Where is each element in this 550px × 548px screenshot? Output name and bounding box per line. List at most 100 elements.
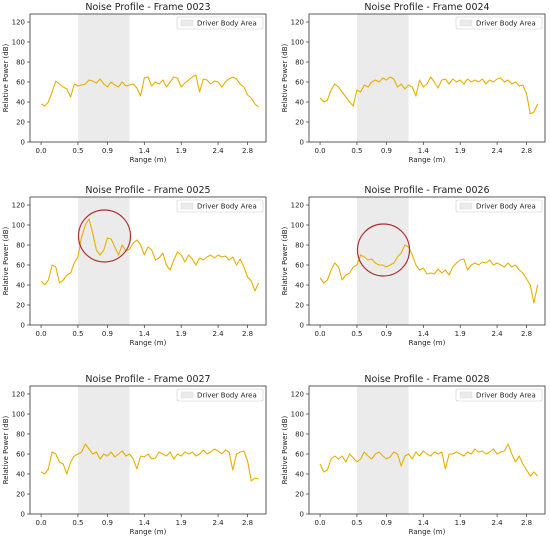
y-axis-label: Relative Power (dB) [2, 43, 10, 112]
series-line [319, 443, 539, 477]
chart-title: Noise Profile - Frame 0028 [364, 374, 489, 385]
series-line [40, 74, 259, 108]
y-tick-label: 40 [16, 470, 25, 478]
y-tick-label: 20 [16, 301, 25, 309]
x-tick-label: 0.9 [102, 147, 113, 155]
x-tick-label: 1.9 [176, 330, 187, 338]
y-tick-label: 100 [291, 38, 304, 46]
axes-frame [308, 13, 546, 143]
y-axis-label: Relative Power (dB) [281, 43, 289, 112]
subplot-3: Noise Profile - Frame 0025 0 20 40 60 80 100 12… [2, 185, 267, 347]
x-tick-label: 2.8 [521, 147, 532, 155]
legend-label: Driver Body Area [197, 203, 257, 211]
axes-frame [308, 196, 546, 326]
legend-box [455, 199, 543, 213]
y-tick-label: 20 [295, 118, 304, 126]
y-tick-label: 0 [300, 321, 304, 329]
x-axis-label: Range (m) [130, 528, 167, 536]
axes-frame [29, 196, 267, 326]
x-tick-label: 1.9 [455, 519, 466, 527]
x-tick-label: 0.0 [314, 330, 325, 338]
y-tick-label: 120 [12, 18, 25, 26]
y-tick-label: 0 [21, 510, 25, 518]
legend-box [455, 388, 543, 402]
x-tick-label: 0.5 [351, 330, 362, 338]
y-tick-label: 20 [295, 490, 304, 498]
x-tick-label: 0.9 [102, 519, 113, 527]
y-tick-label: 60 [295, 261, 304, 269]
y-tick-label: 120 [291, 390, 304, 398]
x-tick-label: 1.4 [139, 519, 151, 527]
y-tick-label: 40 [16, 281, 25, 289]
x-tick-label: 0.5 [72, 147, 83, 155]
subplot-5: Noise Profile - Frame 0027 0 20 40 60 80 100 12… [2, 374, 267, 536]
y-tick-label: 100 [291, 410, 304, 418]
subplot-2: Noise Profile - Frame 0024 0 20 40 60 80 100 12… [281, 2, 546, 164]
y-axis-label: Relative Power (dB) [281, 226, 289, 295]
x-axis-label: Range (m) [409, 156, 446, 164]
driver-body-span [77, 14, 130, 142]
y-tick-label: 60 [16, 261, 25, 269]
y-tick-label: 20 [16, 490, 25, 498]
legend-swatch [459, 391, 473, 399]
x-tick-label: 0.0 [35, 147, 46, 155]
series-line [319, 244, 539, 304]
legend-label: Driver Body Area [476, 392, 536, 400]
y-tick-label: 100 [12, 410, 25, 418]
x-tick-label: 1.4 [418, 147, 430, 155]
y-tick-label: 80 [16, 241, 25, 249]
legend-box [176, 199, 264, 213]
highlight-circle [77, 209, 132, 263]
x-tick-label: 0.0 [35, 330, 46, 338]
x-tick-label: 1.4 [418, 519, 430, 527]
x-tick-label: 0.0 [35, 519, 46, 527]
x-tick-label: 2.4 [212, 147, 224, 155]
highlight-circle [356, 223, 411, 277]
legend-label: Driver Body Area [197, 392, 257, 400]
y-tick-label: 120 [12, 201, 25, 209]
y-tick-label: 80 [16, 430, 25, 438]
x-tick-label: 1.9 [455, 330, 466, 338]
x-tick-label: 2.8 [521, 330, 532, 338]
driver-body-span [77, 386, 130, 514]
x-tick-label: 2.4 [491, 519, 503, 527]
y-tick-label: 100 [291, 221, 304, 229]
subplot-4: Noise Profile - Frame 0026 0 20 40 60 80 100 12… [281, 185, 546, 347]
x-tick-label: 0.9 [102, 330, 113, 338]
y-tick-label: 60 [295, 450, 304, 458]
series-line [319, 76, 539, 115]
y-tick-label: 80 [295, 430, 304, 438]
x-tick-label: 2.4 [212, 519, 224, 527]
y-tick-label: 60 [16, 78, 25, 86]
y-axis-label: Relative Power (dB) [281, 415, 289, 484]
legend-swatch [180, 391, 194, 399]
series-line [40, 218, 260, 292]
y-tick-label: 0 [21, 138, 25, 146]
y-tick-label: 40 [295, 281, 304, 289]
subplot-6: Noise Profile - Frame 0028 0 20 40 60 80 100 12… [281, 374, 546, 536]
x-tick-label: 2.8 [521, 519, 532, 527]
x-tick-label: 0.9 [381, 519, 392, 527]
y-tick-label: 60 [295, 78, 304, 86]
legend-swatch [180, 202, 194, 210]
y-tick-label: 40 [295, 470, 304, 478]
x-axis-label: Range (m) [130, 156, 167, 164]
y-tick-label: 0 [21, 321, 25, 329]
legend-label: Driver Body Area [476, 20, 536, 28]
axes-frame [308, 385, 546, 515]
legend-label: Driver Body Area [197, 20, 257, 28]
driver-body-span [77, 197, 130, 325]
y-tick-label: 100 [12, 221, 25, 229]
y-tick-label: 80 [16, 58, 25, 66]
legend-swatch [459, 19, 473, 27]
y-axis-label: Relative Power (dB) [2, 415, 10, 484]
axes-frame [29, 385, 267, 515]
x-tick-label: 2.4 [491, 147, 503, 155]
y-tick-label: 100 [12, 38, 25, 46]
y-tick-label: 120 [12, 390, 25, 398]
legend-box [455, 16, 543, 30]
axes-frame [29, 13, 267, 143]
subplot-1: Noise Profile - Frame 0023 0 20 40 60 80 100 12… [2, 2, 267, 164]
driver-body-span [356, 197, 409, 325]
